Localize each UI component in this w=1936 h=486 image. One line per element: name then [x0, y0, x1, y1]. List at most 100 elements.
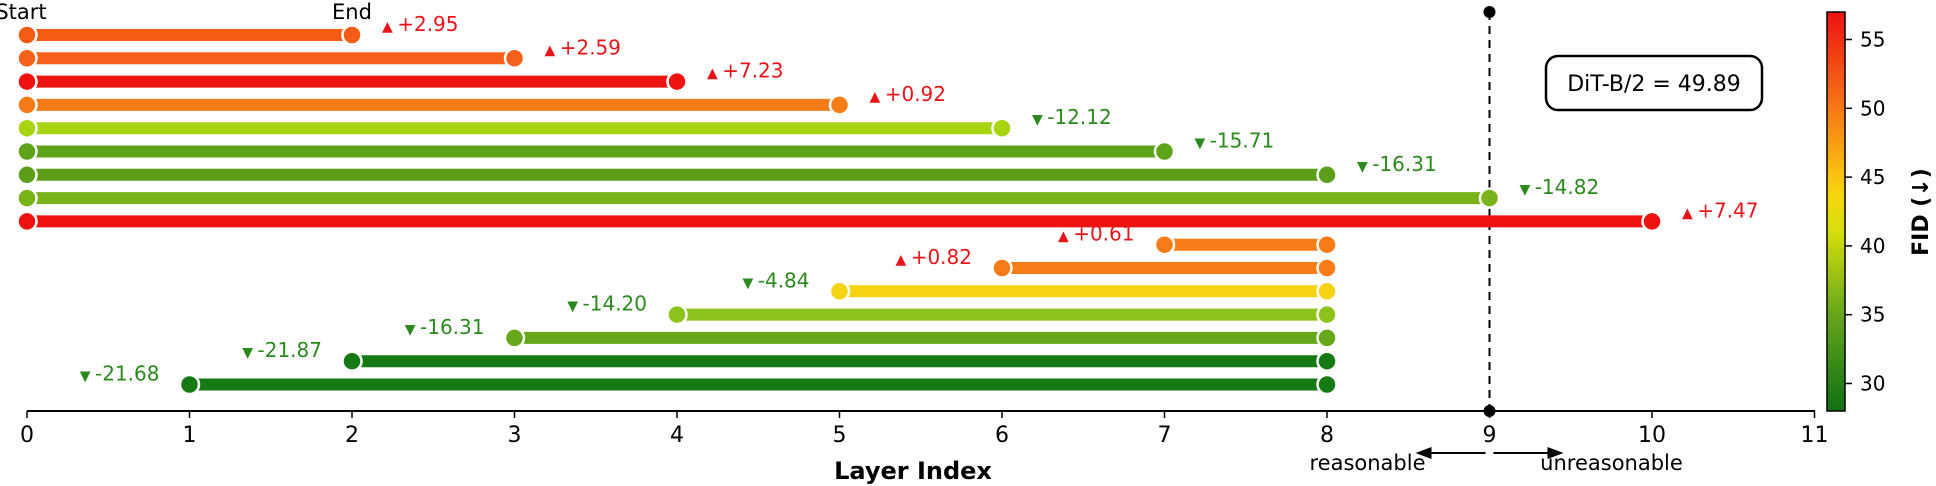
range-bar-8: ▲ +7.47	[16, 198, 1759, 233]
bar-delta-value: -12.12	[1047, 105, 1111, 129]
range-bar-13: ▼ -16.31	[405, 315, 1338, 349]
x-tick-label: 10	[1638, 423, 1666, 448]
down-triangle-icon: ▼	[80, 369, 95, 385]
colorbar-tick-label: 45	[1860, 165, 1885, 189]
bar-delta-label: ▼ -14.20	[567, 292, 647, 316]
bar-delta-label: ▼ -4.84	[743, 268, 810, 292]
range-bar-5: ▼ -15.71	[16, 129, 1275, 163]
bar-end-dot	[1316, 303, 1338, 326]
x-tick-label: 3	[508, 423, 522, 448]
bar-delta-label: ▲ +0.82	[895, 245, 972, 269]
colorbar-gradient	[1826, 11, 1846, 412]
colorbar: 30 35 40 45 50 55 FID (↓)	[1826, 11, 1934, 412]
range-bar-11: ▼ -4.84	[743, 268, 1338, 303]
bar-end-dot	[1316, 164, 1338, 186]
bar-delta-value: +0.61	[1073, 222, 1134, 246]
start-label: Start	[0, 0, 47, 24]
left-arrow-head	[1415, 447, 1432, 459]
bar-start-dot	[341, 350, 363, 372]
bar-delta-label: ▲ +7.23	[707, 59, 784, 83]
bar-end-dot	[503, 47, 526, 70]
bar-delta-value: -15.71	[1210, 129, 1274, 153]
x-tick-label: 8	[1320, 423, 1334, 448]
x-tick-label: 0	[20, 423, 34, 448]
bar-end-dot	[1316, 280, 1338, 303]
range-bar-9: ▲ +0.61	[1058, 222, 1338, 256]
down-triangle-icon: ▼	[405, 322, 420, 338]
bar-delta-label: ▼ -14.82	[1520, 175, 1600, 199]
bar-delta-label: ▼ -15.71	[1195, 129, 1275, 153]
colorbar-tick-label: 30	[1860, 371, 1885, 395]
up-triangle-icon: ▲	[870, 89, 885, 105]
up-triangle-icon: ▲	[707, 66, 722, 82]
up-triangle-icon: ▲	[1058, 229, 1073, 245]
bar-start-dot	[503, 327, 526, 349]
bar-delta-value: +0.82	[911, 245, 972, 269]
bar-delta-value: -14.82	[1535, 175, 1599, 199]
bar-delta-label: ▼ -21.87	[242, 338, 322, 362]
bar-start-dot	[16, 117, 38, 139]
colorbar-tick-label: 35	[1860, 303, 1885, 327]
bar-delta-value: -21.68	[95, 362, 159, 386]
bar-delta-value: -21.87	[258, 338, 322, 362]
bar-delta-value: -14.20	[583, 292, 647, 316]
colorbar-tick-label: 50	[1860, 96, 1885, 120]
bar-end-dot	[1316, 327, 1338, 349]
range-bars: ▲ +2.95▲ +2.59▲ +7.23▲ +0.92▼ -12.12▼ -1…	[16, 12, 1759, 396]
bar-delta-label: ▼ -16.31	[1357, 152, 1437, 176]
x-tick-label: 11	[1801, 423, 1829, 448]
bar-delta-label: ▲ +2.59	[545, 35, 622, 59]
bar-end-dot	[666, 70, 688, 93]
bar-delta-label: ▼ -21.68	[80, 362, 160, 386]
reasonable-label: reasonable	[1309, 451, 1425, 475]
threshold-top-marker	[1483, 6, 1496, 18]
bar-delta-label: ▲ +0.92	[870, 82, 947, 106]
bar-start-dot	[16, 164, 38, 186]
bar-delta-value: +0.92	[885, 82, 946, 106]
bar-start-dot	[16, 210, 38, 233]
x-axis-ticks: 0 1 2 3 4 5 6 7 8 9 10 11	[20, 411, 1829, 448]
up-triangle-icon: ▲	[895, 252, 910, 268]
bar-start-dot	[16, 94, 38, 116]
x-axis-title: Layer Index	[834, 457, 992, 485]
range-bar-15: ▼ -21.68	[80, 362, 1338, 396]
bar-end-dot	[828, 94, 851, 116]
bar-delta-value: +2.59	[560, 35, 621, 59]
bar-delta-value: +7.47	[1697, 198, 1758, 222]
colorbar-tick-label: 55	[1860, 28, 1885, 52]
threshold-annotation: reasonable unreasonable	[1309, 447, 1683, 475]
up-triangle-icon: ▲	[382, 19, 397, 35]
colorbar-ticks: 30 35 40 45 50 55	[1845, 28, 1885, 395]
bar-end-dot	[1316, 373, 1338, 396]
x-tick-label: 6	[995, 423, 1009, 448]
bar-delta-value: -16.31	[1372, 152, 1436, 176]
bar-start-dot	[16, 140, 38, 163]
range-bar-1: ▲ +2.59	[16, 35, 622, 70]
end-label: End	[332, 0, 372, 24]
bar-delta-value: +2.95	[397, 12, 458, 36]
down-triangle-icon: ▼	[567, 299, 582, 315]
range-bar-3: ▲ +0.92	[16, 82, 947, 116]
bar-delta-label: ▲ +2.95	[382, 12, 459, 36]
baseline-label: DiT-B/2 = 49.89	[1567, 72, 1741, 97]
bar-delta-label: ▼ -12.12	[1032, 105, 1112, 129]
x-tick-label: 2	[345, 423, 359, 448]
bar-start-dot	[991, 257, 1013, 279]
down-triangle-icon: ▼	[1357, 159, 1372, 175]
range-bar-2: ▲ +7.23	[16, 59, 784, 93]
bar-start-dot	[16, 47, 38, 70]
bar-end-dot	[1316, 257, 1338, 279]
bar-delta-value: +7.23	[722, 59, 783, 83]
down-triangle-icon: ▼	[1520, 182, 1535, 198]
range-bar-6: ▼ -16.31	[16, 152, 1437, 186]
bar-end-dot	[991, 117, 1013, 139]
range-bar-14: ▼ -21.87	[242, 338, 1338, 372]
right-arrow-head	[1547, 447, 1564, 459]
range-bar-10: ▲ +0.82	[895, 245, 1338, 279]
x-tick-label: 4	[670, 423, 684, 448]
bar-end-dot	[1641, 210, 1663, 233]
bar-delta-label: ▲ +0.61	[1058, 222, 1135, 246]
threshold-bottom-marker	[1483, 405, 1496, 417]
down-triangle-icon: ▼	[743, 275, 758, 291]
bar-end-dot	[341, 24, 363, 46]
